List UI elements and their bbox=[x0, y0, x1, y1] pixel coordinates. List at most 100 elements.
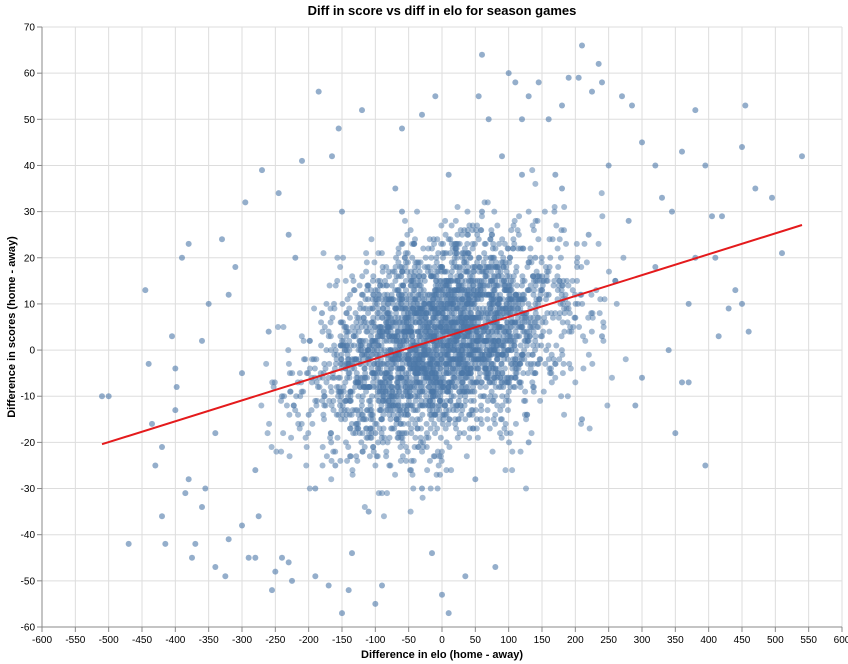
scatter-point bbox=[414, 360, 421, 367]
scatter-point bbox=[432, 287, 439, 294]
scatter-point bbox=[411, 240, 418, 247]
scatter-point bbox=[525, 300, 532, 307]
scatter-point bbox=[384, 305, 391, 312]
scatter-point bbox=[475, 236, 482, 243]
scatter-point bbox=[479, 51, 485, 58]
scatter-point bbox=[496, 333, 503, 340]
y-tick-label: -60 bbox=[21, 623, 36, 634]
scatter-point bbox=[454, 347, 461, 354]
scatter-point bbox=[513, 264, 520, 270]
scatter-point bbox=[383, 448, 390, 455]
scatter-point bbox=[434, 485, 441, 492]
scatter-point bbox=[396, 407, 403, 414]
scatter-point bbox=[430, 333, 437, 340]
scatter-point bbox=[469, 240, 476, 247]
scatter-point bbox=[433, 254, 440, 261]
scatter-point bbox=[470, 282, 477, 289]
scatter-point bbox=[429, 402, 436, 409]
scatter-point bbox=[559, 102, 565, 109]
scatter-point bbox=[376, 291, 383, 298]
scatter-point bbox=[488, 342, 495, 349]
scatter-point bbox=[346, 397, 353, 404]
scatter-point bbox=[396, 351, 403, 358]
scatter-point bbox=[347, 393, 354, 400]
scatter-point bbox=[487, 305, 494, 312]
scatter-point bbox=[496, 240, 503, 247]
scatter-point bbox=[371, 347, 378, 354]
scatter-point bbox=[378, 490, 385, 497]
scatter-point bbox=[387, 347, 394, 354]
scatter-point bbox=[463, 300, 470, 307]
scatter-point bbox=[315, 88, 322, 95]
scatter-point bbox=[540, 328, 547, 335]
scatter-point bbox=[659, 194, 665, 201]
scatter-point bbox=[477, 287, 484, 294]
scatter-point bbox=[459, 277, 466, 284]
scatter-point bbox=[381, 434, 388, 441]
scatter-point bbox=[440, 240, 447, 247]
scatter-point bbox=[289, 370, 296, 377]
scatter-point bbox=[395, 296, 402, 303]
scatter-point bbox=[474, 231, 481, 238]
x-tick-label: 50 bbox=[470, 635, 482, 646]
scatter-point bbox=[318, 319, 325, 326]
scatter-point bbox=[437, 277, 444, 284]
scatter-point bbox=[498, 342, 505, 349]
scatter-point bbox=[563, 240, 570, 247]
scatter-point bbox=[392, 310, 399, 317]
x-tick-label: -300 bbox=[232, 635, 252, 646]
scatter-point bbox=[446, 324, 453, 330]
scatter-point bbox=[300, 388, 307, 395]
scatter-point bbox=[632, 402, 639, 409]
scatter-point bbox=[464, 384, 471, 390]
scatter-point bbox=[392, 185, 399, 192]
scatter-point bbox=[488, 360, 495, 367]
scatter-point bbox=[453, 245, 460, 252]
scatter-point bbox=[534, 342, 541, 349]
scatter-point bbox=[511, 342, 518, 349]
scatter-point bbox=[425, 310, 432, 317]
scatter-point bbox=[389, 268, 396, 275]
scatter-point bbox=[342, 324, 349, 330]
scatter-point bbox=[385, 300, 392, 307]
scatter-point bbox=[363, 268, 370, 275]
scatter-point bbox=[258, 402, 265, 409]
scatter-point bbox=[412, 434, 419, 441]
scatter-point bbox=[458, 273, 465, 280]
scatter-point bbox=[345, 370, 352, 377]
scatter-point bbox=[412, 397, 419, 404]
scatter-point bbox=[340, 254, 347, 261]
scatter-point bbox=[397, 444, 404, 450]
scatter-point bbox=[554, 273, 561, 280]
scatter-point bbox=[474, 222, 481, 229]
scatter-point bbox=[358, 439, 365, 446]
x-tick-label: -150 bbox=[332, 635, 352, 646]
scatter-point bbox=[386, 462, 393, 469]
scatter-point bbox=[494, 356, 501, 363]
scatter-point bbox=[371, 360, 378, 367]
scatter-point bbox=[527, 254, 534, 261]
scatter-point bbox=[488, 227, 495, 234]
scatter-point bbox=[513, 282, 520, 289]
scatter-point bbox=[437, 453, 444, 460]
scatter-point bbox=[531, 319, 538, 326]
scatter-point bbox=[446, 305, 453, 312]
scatter-point bbox=[360, 314, 367, 321]
scatter-point bbox=[400, 407, 407, 414]
scatter-point bbox=[355, 425, 362, 432]
scatter-point bbox=[327, 347, 334, 354]
scatter-point bbox=[395, 300, 402, 307]
scatter-point bbox=[556, 356, 563, 363]
scatter-point bbox=[395, 388, 402, 395]
scatter-point bbox=[351, 365, 358, 372]
scatter-point bbox=[399, 439, 406, 446]
scatter-point bbox=[500, 384, 507, 390]
scatter-point bbox=[462, 291, 469, 298]
scatter-point bbox=[532, 282, 539, 289]
scatter-point bbox=[498, 259, 505, 266]
scatter-point bbox=[452, 420, 459, 427]
scatter-point bbox=[460, 333, 467, 340]
scatter-point bbox=[345, 444, 352, 450]
scatter-point bbox=[378, 416, 385, 423]
scatter-point bbox=[431, 328, 438, 335]
